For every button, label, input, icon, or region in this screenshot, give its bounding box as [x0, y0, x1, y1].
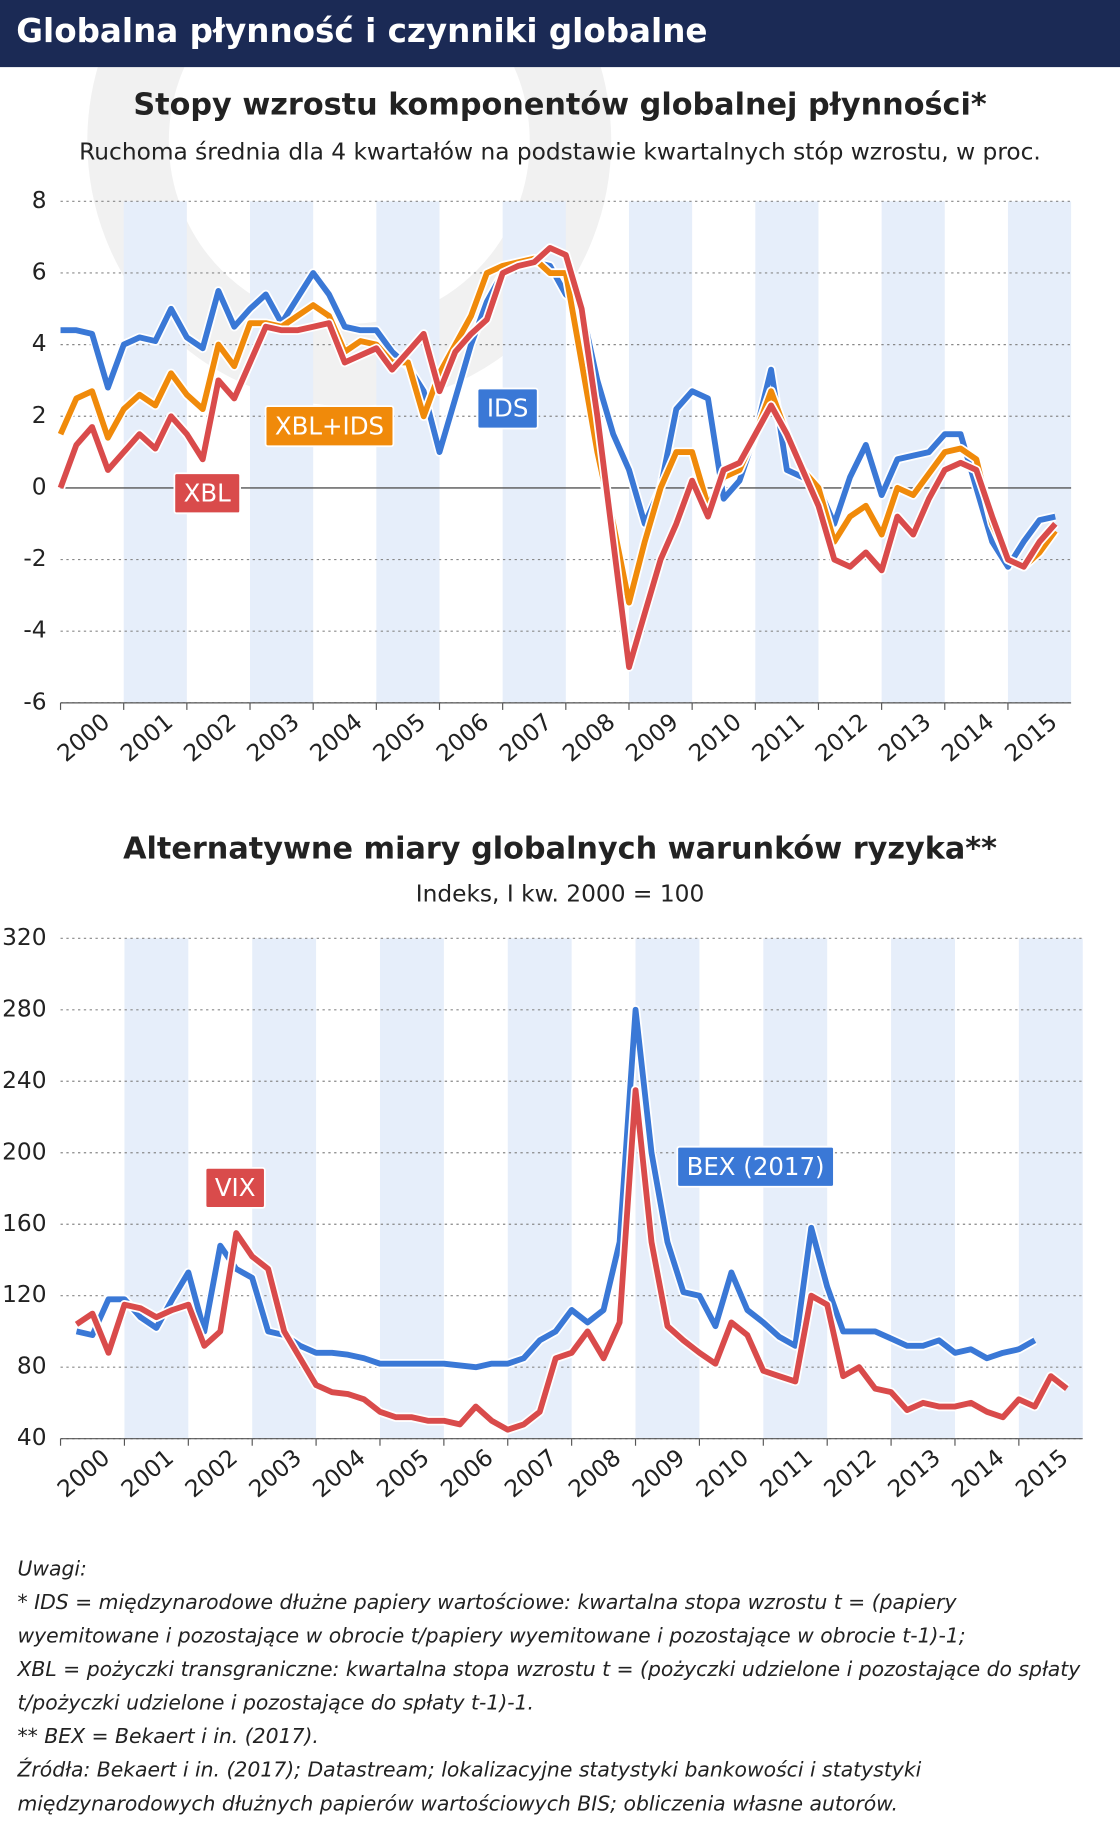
x-tick-label: 2008: [563, 1443, 626, 1503]
x-tick-label: 2007: [494, 707, 557, 767]
legend-label: VIX: [215, 1173, 256, 1202]
x-tick-label: 2003: [241, 707, 304, 767]
x-tick-label: 2006: [435, 1443, 498, 1503]
legend-label: IDS: [487, 394, 529, 423]
x-tick-label: 2009: [620, 707, 683, 767]
note-line: * IDS = międzynarodowe dłużne papiery wa…: [17, 1590, 957, 1614]
x-tick-label: 2013: [873, 707, 936, 767]
note-line: międzynarodowych dłużnych papierów warto…: [17, 1791, 898, 1815]
y-tick-label: 80: [17, 1352, 47, 1380]
legend-entry: BEX (2017): [676, 1145, 835, 1188]
x-tick-label: 2001: [116, 1443, 179, 1503]
y-tick-label: 120: [2, 1280, 46, 1308]
x-tick-label: 2005: [368, 707, 431, 767]
legend-entry: VIX: [204, 1167, 266, 1209]
legend-entry: XBL: [173, 472, 241, 515]
note-line: t/pożyczki udzielone i pozostające do sp…: [17, 1690, 534, 1714]
x-tick-label: 2014: [946, 1443, 1009, 1503]
legend-label: BEX (2017): [687, 1152, 825, 1181]
x-tick-label: 2011: [747, 707, 810, 767]
legend-label: XBL+IDS: [275, 411, 384, 440]
x-tick-label: 2003: [243, 1443, 306, 1503]
x-tick-label: 2007: [499, 1443, 562, 1503]
x-tick-label: 2006: [431, 707, 494, 767]
year-band: [379, 938, 444, 1439]
x-tick-label: 2009: [627, 1443, 690, 1503]
y-tick-label: 8: [32, 186, 47, 214]
x-tick-label: 2015: [999, 707, 1062, 767]
x-tick-label: 2008: [557, 707, 620, 767]
y-tick-label: 2: [32, 401, 47, 429]
x-tick-label: 2004: [307, 1443, 370, 1503]
note-line: XBL = pożyczki transgraniczne: kwartalna…: [16, 1657, 1081, 1681]
year-band: [1007, 201, 1072, 703]
x-tick-label: 2010: [683, 707, 746, 767]
series-line: [75, 1006, 1037, 1371]
legend-box: [476, 387, 539, 430]
x-tick-label: 2004: [304, 707, 367, 767]
year-band: [250, 201, 314, 703]
series-line: [60, 259, 1056, 570]
series-line: [57, 244, 1058, 671]
x-tick-label: 2012: [818, 1443, 881, 1503]
legend-entry: IDS: [476, 387, 539, 430]
note-line: ** BEX = Bekaert i in. (2017).: [17, 1724, 318, 1748]
legend-label: XBL: [184, 478, 231, 507]
y-tick-label: -4: [23, 616, 46, 644]
y-tick-label: 320: [2, 923, 46, 951]
x-tick-label: 2002: [180, 1443, 243, 1503]
legend-box: [204, 1167, 266, 1209]
x-tick-label: 2010: [691, 1443, 754, 1503]
y-tick-label: 200: [2, 1137, 46, 1165]
series-line: [74, 1087, 1069, 1433]
year-band: [124, 938, 189, 1439]
x-tick-label: 2000: [52, 707, 115, 767]
note-line: Źródła: Bekaert i in. (2017); Datastream…: [16, 1757, 921, 1782]
y-tick-label: 240: [2, 1066, 46, 1094]
y-tick-label: -6: [23, 687, 46, 715]
series-line: [57, 255, 1058, 606]
y-tick-label: 160: [2, 1209, 46, 1237]
x-tick-label: 2014: [936, 707, 999, 767]
chart-title: Stopy wzrostu komponentów globalnej płyn…: [133, 87, 986, 122]
year-band: [891, 938, 955, 1439]
chart-subtitle: Indeks, I kw. 2000 = 100: [416, 879, 705, 907]
legend-box: [173, 472, 241, 515]
y-tick-label: 0: [32, 472, 47, 500]
y-tick-label: 40: [17, 1423, 47, 1451]
y-tick-label: 4: [32, 329, 47, 357]
y-tick-label: -2: [23, 544, 46, 572]
x-tick-label: 2002: [178, 707, 241, 767]
year-band: [376, 201, 440, 703]
y-tick-label: 280: [2, 994, 46, 1022]
x-tick-label: 2005: [371, 1443, 434, 1503]
y-tick-label: 6: [32, 257, 47, 285]
chart-subtitle: Ruchoma średnia dla 4 kwartałów na podst…: [79, 137, 1041, 165]
x-tick-label: 2015: [1010, 1443, 1073, 1503]
chart-title: Alternatywne miary globalnych warunków r…: [123, 831, 997, 866]
year-band: [763, 938, 828, 1439]
note-line: Uwagi:: [17, 1556, 86, 1580]
header-bar: [0, 0, 1120, 68]
legend-entry: XBL+IDS: [264, 405, 395, 448]
year-band: [1018, 938, 1083, 1439]
x-tick-label: 2000: [52, 1443, 115, 1503]
legend-box: [676, 1145, 835, 1188]
x-tick-label: 2011: [755, 1443, 818, 1503]
legend-box: [264, 405, 395, 448]
header-title: Globalna płynność i czynniki globalne: [16, 12, 707, 50]
note-line: wyemitowane i pozostające w obrocie t/pa…: [17, 1623, 965, 1647]
x-tick-label: 2013: [882, 1443, 945, 1503]
x-tick-label: 2001: [115, 707, 178, 767]
x-tick-label: 2012: [810, 707, 873, 767]
